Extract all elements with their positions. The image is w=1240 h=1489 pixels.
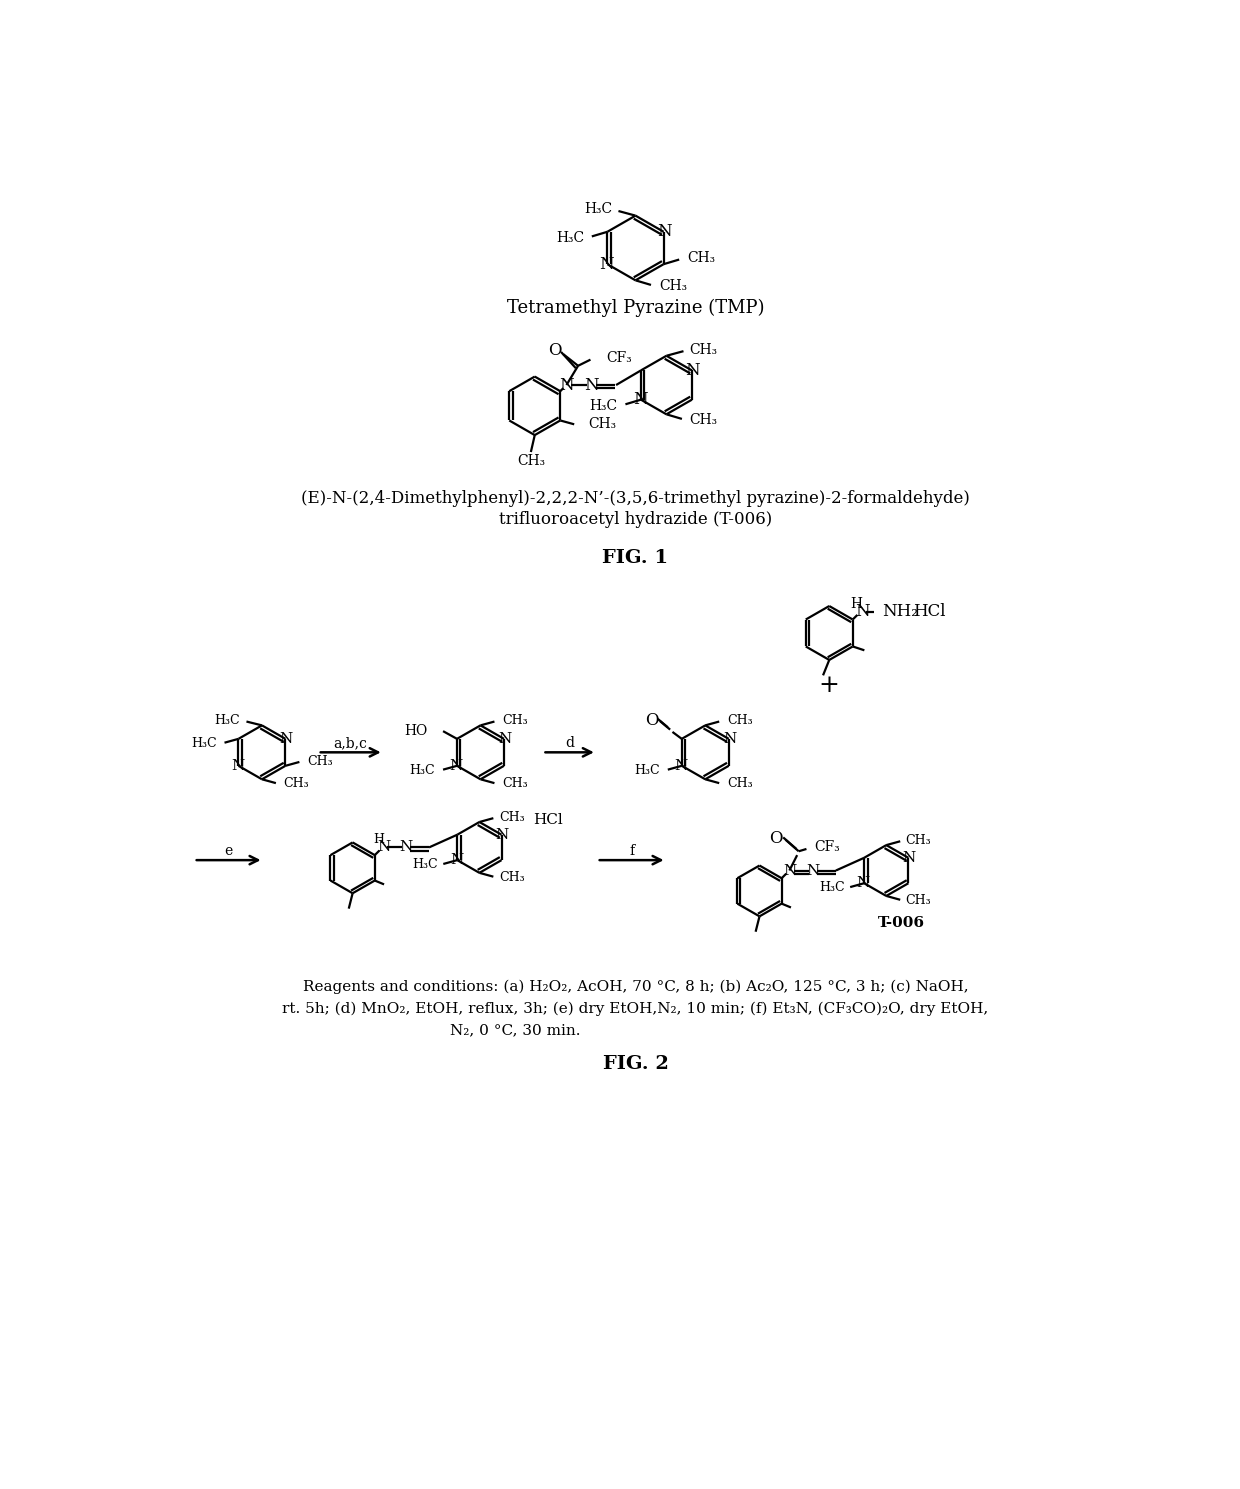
Text: N: N [584,377,599,393]
Text: CH₃: CH₃ [658,280,687,293]
Text: T-006: T-006 [878,916,925,931]
Text: FIG. 1: FIG. 1 [603,548,668,566]
Text: N: N [399,840,413,855]
Text: CF₃: CF₃ [815,840,839,855]
Text: CH₃: CH₃ [588,417,616,432]
Text: N: N [686,362,701,378]
Text: N: N [723,733,737,746]
Text: H₃C: H₃C [589,399,618,412]
Text: N: N [806,864,820,877]
Text: d: d [565,736,574,750]
Text: H₃C: H₃C [820,881,844,895]
Text: N: N [498,733,511,746]
Text: NH₂: NH₂ [882,603,918,621]
Text: N: N [231,759,244,773]
Text: N: N [599,256,614,272]
Text: N: N [782,864,796,877]
Text: CH₃: CH₃ [498,812,525,823]
Text: HO: HO [404,724,428,739]
Text: H₃C: H₃C [556,231,584,246]
Text: CH₃: CH₃ [727,777,753,791]
Text: Tetramethyl Pyrazine (TMP): Tetramethyl Pyrazine (TMP) [507,299,764,317]
Text: FIG. 2: FIG. 2 [603,1056,668,1074]
Text: e: e [224,844,233,858]
Text: CH₃: CH₃ [498,871,525,884]
Text: N: N [903,850,916,865]
Text: CH₃: CH₃ [905,834,931,847]
Text: N: N [657,223,672,240]
Text: N₂, 0 °C, 30 min.: N₂, 0 °C, 30 min. [449,1023,580,1038]
Text: N: N [450,759,463,773]
Text: H₃C: H₃C [409,764,435,777]
Text: H₃C: H₃C [412,858,438,871]
Text: O: O [548,342,562,359]
Text: CH₃: CH₃ [502,715,528,727]
Text: f: f [629,844,634,858]
Text: CH₃: CH₃ [905,893,931,907]
Text: HCl: HCl [533,813,563,828]
Text: a,b,c: a,b,c [334,736,367,750]
Text: N: N [377,840,391,855]
Text: H₃C: H₃C [635,764,660,777]
Text: H: H [373,834,384,846]
Text: CF₃: CF₃ [606,351,631,365]
Text: +: + [818,675,839,697]
Text: H₃C: H₃C [215,715,241,727]
Text: N: N [632,392,647,408]
Text: N: N [496,828,508,841]
Text: CH₃: CH₃ [502,777,528,791]
Text: CH₃: CH₃ [727,715,753,727]
Text: N: N [450,853,463,867]
Text: CH₃: CH₃ [308,755,332,768]
Text: N: N [279,733,293,746]
Text: H: H [851,597,863,610]
Text: CH₃: CH₃ [517,454,544,468]
Text: (E)-N-(2,4-Dimethylphenyl)-2,2,2-N’-(3,5,6-trimethyl pyrazine)-2-formaldehyde): (E)-N-(2,4-Dimethylphenyl)-2,2,2-N’-(3,5… [301,490,970,506]
Text: O: O [645,712,658,730]
Text: CH₃: CH₃ [689,342,718,357]
Text: O: O [770,829,782,847]
Text: H₃C: H₃C [584,203,613,216]
Text: CH₃: CH₃ [284,777,309,791]
Text: H₃C: H₃C [191,737,217,750]
Text: HCl: HCl [913,603,946,621]
Text: N: N [675,759,688,773]
Text: CH₃: CH₃ [689,414,718,427]
Text: N: N [857,876,870,890]
Text: trifluoroacetyl hydrazide (T-006): trifluoroacetyl hydrazide (T-006) [498,511,773,529]
Text: Reagents and conditions: (a) H₂O₂, AcOH, 70 °C, 8 h; (b) Ac₂O, 125 °C, 3 h; (c) : Reagents and conditions: (a) H₂O₂, AcOH,… [303,980,968,995]
Text: rt. 5h; (d) MnO₂, EtOH, reflux, 3h; (e) dry EtOH,N₂, 10 min; (f) Et₃N, (CF₃CO)₂O: rt. 5h; (d) MnO₂, EtOH, reflux, 3h; (e) … [283,1002,988,1015]
Text: N: N [854,603,869,621]
Text: N: N [559,377,574,393]
Text: CH₃: CH₃ [687,252,715,265]
